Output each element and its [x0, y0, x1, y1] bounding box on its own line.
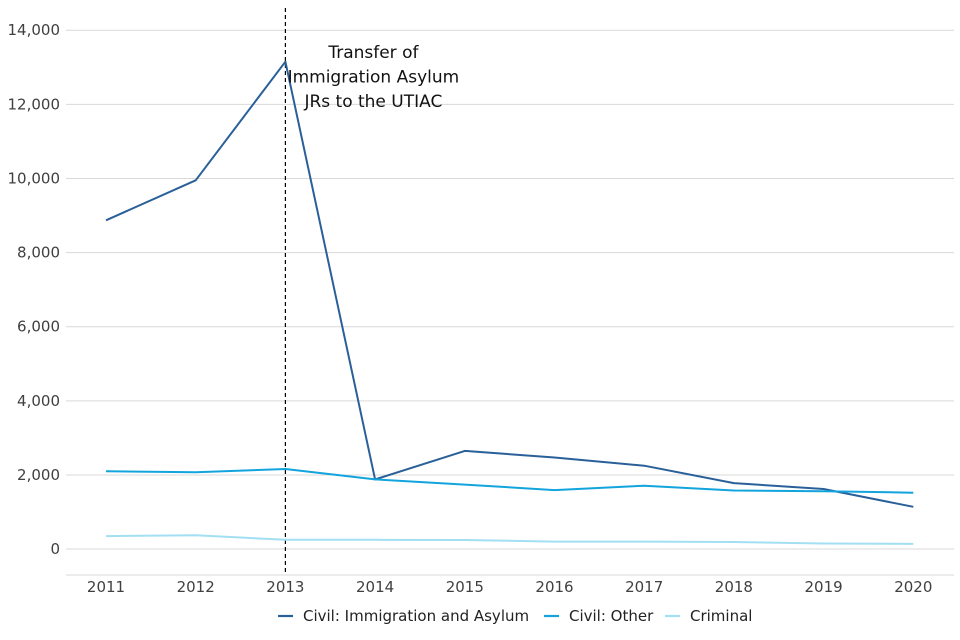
- x-tick-label: 2019: [805, 578, 843, 596]
- x-tick-label: 2013: [266, 578, 304, 596]
- y-tick-label: 2,000: [17, 466, 60, 484]
- y-tick-label: 4,000: [17, 392, 60, 410]
- annotation: Transfer of Immigration Asylum JRs to the …: [288, 43, 460, 112]
- y-tick-label: 6,000: [17, 318, 60, 336]
- y-tick-label: 0: [50, 540, 60, 558]
- legend: Civil: Immigration and Asylum Civil: Othe…: [278, 607, 752, 625]
- axes: 0 2,000 4,000 6,000 8,000 10,000 12,000 14,000 2…: [8, 21, 954, 596]
- annotation-text-line: Immigration Asylum: [288, 68, 460, 88]
- x-tick-label: 2020: [894, 578, 932, 596]
- y-tick-label: 10,000: [8, 169, 61, 187]
- y-tick-label: 14,000: [8, 21, 61, 39]
- series-line: [105, 468, 914, 494]
- annotation-text-line: JRs to the UTIAC: [303, 92, 442, 112]
- x-tick-label: 2011: [87, 578, 125, 596]
- x-tick-label: 2014: [356, 578, 394, 596]
- series-lines: [105, 60, 914, 545]
- x-tick-label: 2015: [446, 578, 484, 596]
- annotation-text-line: Transfer of: [327, 43, 419, 63]
- x-tick-label: 2012: [177, 578, 215, 596]
- y-tick-label: 8,000: [17, 244, 60, 262]
- series-line: [105, 60, 914, 508]
- series-line: [105, 534, 914, 545]
- y-tick-label: 12,000: [8, 95, 61, 113]
- x-tick-label: 2018: [715, 578, 753, 596]
- x-tick-label: 2016: [535, 578, 573, 596]
- legend-label: Civil: Other: [569, 607, 654, 625]
- x-tick-label: 2017: [625, 578, 663, 596]
- legend-label: Civil: Immigration and Asylum: [303, 607, 529, 625]
- legend-label: Criminal: [690, 607, 752, 625]
- gridlines: [66, 29, 954, 550]
